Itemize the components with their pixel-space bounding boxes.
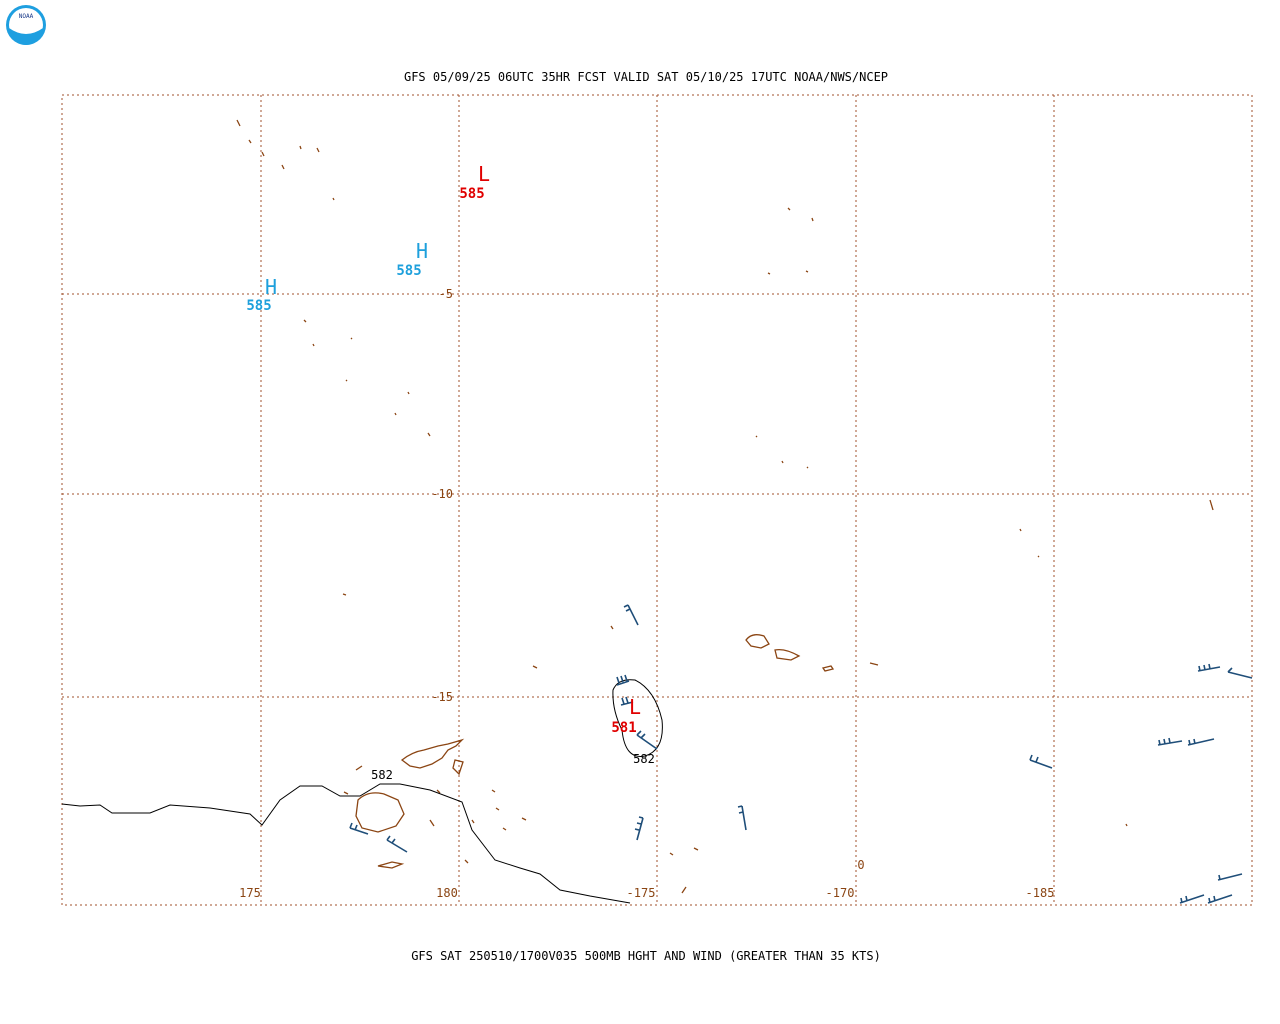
title: GFS 05/09/25 06UTC 35HR FCST VALID SAT 0… xyxy=(404,70,888,84)
center-symbol: L xyxy=(478,162,490,186)
lon-label: -175 xyxy=(627,886,656,900)
contour-label: 0 xyxy=(857,858,864,872)
center-symbol: L xyxy=(629,695,641,719)
wind-barbs xyxy=(349,604,1253,904)
contour-label: 582 xyxy=(633,752,655,766)
logo-text: NOAA xyxy=(19,13,34,20)
center-value: 585 xyxy=(396,263,421,279)
graticule xyxy=(61,94,1253,906)
lon-label: 175 xyxy=(239,886,261,900)
lon-label: -170 xyxy=(826,886,855,900)
center-value: 585 xyxy=(459,186,484,202)
center-symbol: H xyxy=(416,239,428,263)
contour-582 xyxy=(61,783,631,904)
center-symbol: H xyxy=(265,275,277,299)
center-value: 581 xyxy=(611,720,636,736)
caption: GFS SAT 250510/1700V035 500MB HGHT AND W… xyxy=(411,949,881,963)
lat-label: -5 xyxy=(439,287,453,301)
lon-label: 180 xyxy=(436,886,458,900)
contour-582-loop xyxy=(612,679,663,757)
coastlines xyxy=(236,119,1214,894)
lat-label: -10 xyxy=(431,487,453,501)
lat-label: -15 xyxy=(431,690,453,704)
lon-label: -185 xyxy=(1026,886,1055,900)
contour-label: 582 xyxy=(371,768,393,782)
logo: NOAA xyxy=(6,5,46,45)
center-value: 585 xyxy=(246,298,271,314)
